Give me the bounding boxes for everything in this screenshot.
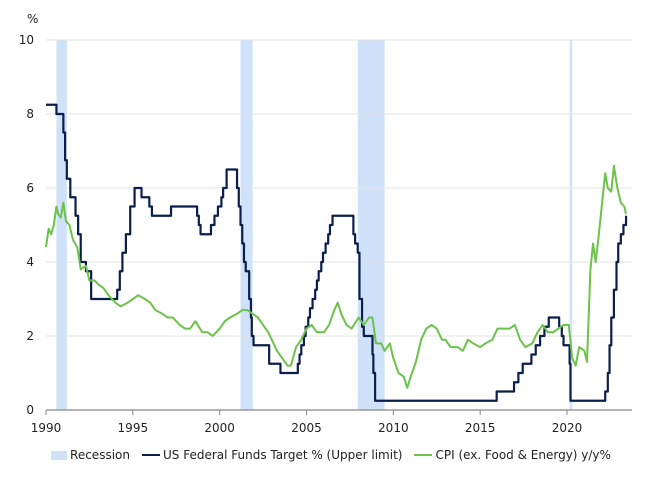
x-tick-label: 2005 [291, 421, 322, 435]
y-tick-label: 4 [26, 255, 34, 269]
y-tick-label: 6 [26, 181, 34, 195]
fed-funds-line [46, 103, 628, 402]
x-tick-label: 2015 [465, 421, 496, 435]
y-axis-label: % [27, 12, 38, 26]
x-tick-label: 2020 [552, 421, 583, 435]
recession-swatch [51, 450, 68, 460]
legend-label: Recession [70, 448, 130, 462]
y-tick-label: 8 [26, 107, 34, 121]
x-tick-label: 1990 [31, 421, 62, 435]
legend-label: CPI (ex. Food & Energy) y/y% [435, 448, 611, 462]
cpi-swatch [414, 454, 433, 456]
x-tick-label: 2000 [204, 421, 235, 435]
chart: % 0 2 4 6 8 10 1990 1995 2000 2005 2010 2015 2020 [19, 12, 632, 435]
recession-band [357, 40, 385, 410]
fed-funds-swatch [141, 454, 160, 456]
x-tick-label: 2010 [378, 421, 409, 435]
legend-item-fed-funds: US Federal Funds Target % (Upper limit) [141, 448, 403, 462]
recession-band [240, 40, 253, 410]
legend: Recession US Federal Funds Target % (Upp… [0, 448, 662, 462]
y-tick-label: 0 [26, 403, 34, 417]
recession-band [56, 40, 67, 410]
cpi-line [45, 164, 628, 389]
y-tick-label: 10 [19, 33, 34, 47]
recession-band [569, 40, 573, 410]
legend-item-cpi: CPI (ex. Food & Energy) y/y% [414, 448, 611, 462]
legend-label: US Federal Funds Target % (Upper limit) [162, 448, 403, 462]
x-tick-label: 1995 [118, 421, 149, 435]
legend-item-recession: Recession [51, 448, 130, 462]
y-tick-label: 2 [26, 329, 34, 343]
